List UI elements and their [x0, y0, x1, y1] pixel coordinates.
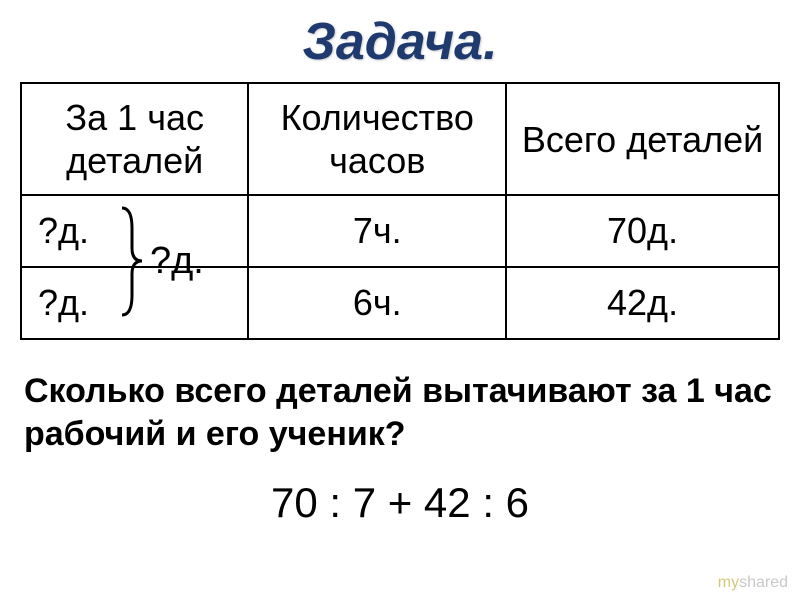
- header-total-parts: Всего деталей: [506, 83, 779, 195]
- watermark-prefix: my: [718, 574, 739, 591]
- cell-hours-2: 6ч.: [248, 267, 506, 339]
- problem-title: Задача.: [0, 0, 800, 82]
- header-hours-count: Количество часов: [248, 83, 506, 195]
- question-text: Сколько всего деталей вытачивают за 1 ча…: [0, 340, 800, 473]
- header-per-hour: За 1 час деталей: [21, 83, 248, 195]
- curly-bracket-group: ?д.: [118, 204, 204, 319]
- watermark-suffix: shared: [739, 574, 788, 591]
- watermark: myshared: [718, 574, 788, 592]
- problem-table-container: За 1 час деталей Количество часов Всего …: [20, 82, 780, 340]
- table-header-row: За 1 час деталей Количество часов Всего …: [21, 83, 779, 195]
- cell-total-1: 70д.: [506, 195, 779, 267]
- equation: 70 : 7 + 42 : 6: [0, 473, 800, 527]
- cell-total-2: 42д.: [506, 267, 779, 339]
- curly-bracket-icon: [118, 204, 146, 319]
- bracket-label: ?д.: [150, 240, 204, 283]
- cell-hours-1: 7ч.: [248, 195, 506, 267]
